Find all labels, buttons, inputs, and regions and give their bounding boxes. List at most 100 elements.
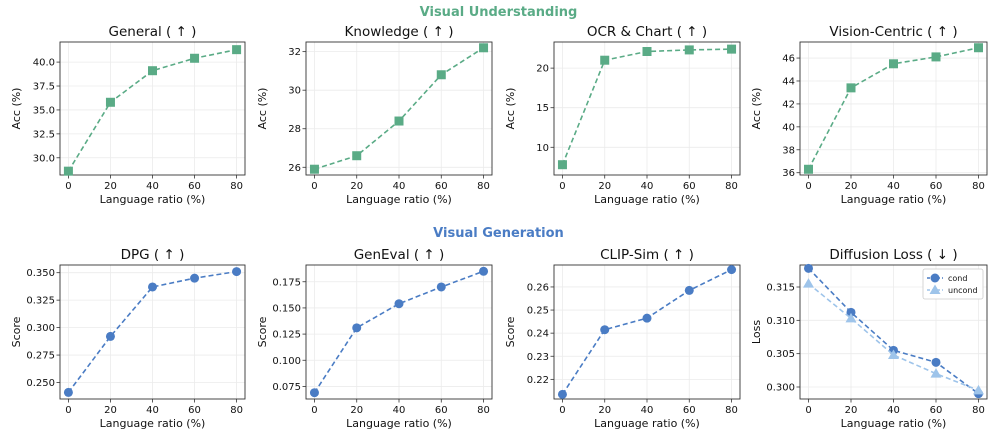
y-tick-label: 44 (782, 76, 795, 87)
legend-marker (929, 284, 941, 294)
x-tick-label: 60 (683, 181, 696, 192)
y-tick-label: 15 (536, 103, 549, 114)
x-tick-label: 20 (104, 405, 117, 416)
x-tick-label: 60 (435, 405, 448, 416)
x-tick-label: 20 (104, 181, 117, 192)
x-tick-label: 40 (887, 405, 900, 416)
chart-title: Diffusion Loss ( ↓ ) (829, 247, 957, 263)
x-axis-label: Language ratio (%) (346, 417, 452, 430)
data-point (394, 299, 404, 309)
y-tick-label: 46 (782, 54, 795, 65)
y-tick-label: 40 (782, 122, 795, 133)
data-point (148, 66, 157, 76)
data-point (974, 43, 983, 53)
x-tick-label: 80 (725, 181, 738, 192)
data-point (804, 164, 813, 174)
data-point (105, 97, 115, 107)
x-tick-label: 40 (393, 405, 406, 416)
data-point (436, 70, 446, 80)
y-tick-label: 10 (536, 143, 549, 154)
y-tick-label: 42 (782, 99, 795, 110)
x-axis-label: Language ratio (%) (594, 193, 700, 206)
data-point (394, 116, 404, 126)
y-tick-label: 0.275 (26, 351, 55, 362)
data-point (309, 164, 319, 174)
x-tick-label: 0 (311, 405, 317, 416)
y-tick-label: 0.150 (272, 303, 301, 314)
chart-title: GenEval ( ↑ ) (354, 247, 445, 263)
data-point (105, 331, 115, 341)
x-tick-label: 80 (725, 405, 738, 416)
data-point (642, 47, 652, 56)
data-point (973, 384, 984, 395)
series-line (67, 270, 237, 393)
x-tick-label: 60 (188, 405, 201, 416)
y-tick-label: 0.315 (766, 283, 795, 294)
section-title-understanding: Visual Understanding (419, 5, 578, 20)
y-tick-label: 35.0 (33, 105, 55, 116)
legend-label: cond (948, 274, 967, 283)
chart-title: Vision-Centric ( ↑ ) (829, 24, 957, 40)
x-tick-label: 60 (683, 405, 696, 416)
data-point (600, 55, 610, 65)
data-point (479, 266, 489, 276)
x-axis-label: Language ratio (%) (594, 417, 700, 430)
y-axis-label: Acc (%) (750, 88, 763, 130)
x-axis-label: Language ratio (%) (100, 193, 206, 206)
x-tick-label: 40 (146, 181, 159, 192)
x-tick-label: 40 (641, 405, 654, 416)
series-line-uncond (807, 283, 979, 392)
y-tick-label: 0.24 (527, 329, 549, 340)
x-tick-label: 40 (393, 181, 406, 192)
data-point (436, 282, 446, 292)
y-axis-label: Score (504, 316, 517, 347)
data-point (600, 325, 610, 335)
y-tick-label: 0.325 (26, 296, 55, 307)
section-title-generation: Visual Generation (433, 226, 564, 241)
data-point (846, 83, 856, 93)
data-point (148, 282, 157, 292)
chart-title: CLIP-Sim ( ↑ ) (600, 247, 694, 263)
data-point (727, 265, 737, 275)
y-tick-label: 30 (288, 86, 301, 97)
x-tick-label: 0 (805, 181, 811, 192)
x-tick-label: 20 (350, 405, 363, 416)
x-tick-label: 0 (65, 405, 71, 416)
data-point (63, 387, 73, 397)
data-point (727, 44, 737, 54)
y-tick-label: 0.22 (527, 375, 549, 386)
data-point (557, 160, 567, 170)
data-point (888, 349, 899, 359)
y-tick-label: 40.0 (33, 58, 55, 69)
x-axis-label: Language ratio (%) (100, 417, 206, 430)
x-tick-label: 0 (805, 405, 811, 416)
legend-label: uncond (948, 286, 978, 295)
y-tick-label: 0.075 (272, 382, 301, 393)
y-tick-label: 0.25 (527, 306, 549, 317)
y-tick-label: 0.100 (272, 356, 301, 367)
y-tick-label: 0.175 (272, 277, 301, 288)
x-tick-label: 80 (230, 181, 243, 192)
series-line-cond (807, 267, 979, 395)
data-point (803, 278, 814, 288)
y-tick-label: 0.310 (766, 316, 795, 327)
x-tick-label: 20 (598, 181, 611, 192)
y-tick-label: 0.300 (26, 323, 55, 334)
y-axis-label: Score (10, 316, 23, 347)
data-point (557, 389, 567, 399)
data-point (889, 59, 898, 69)
y-tick-label: 32.5 (33, 129, 55, 140)
y-axis-label: Score (256, 316, 269, 347)
data-point (930, 368, 942, 378)
data-point (309, 388, 319, 398)
y-tick-label: 28 (288, 124, 301, 135)
chart-title: DPG ( ↑ ) (121, 247, 185, 263)
data-point (684, 285, 694, 295)
data-point (232, 45, 242, 55)
data-point (63, 166, 73, 176)
